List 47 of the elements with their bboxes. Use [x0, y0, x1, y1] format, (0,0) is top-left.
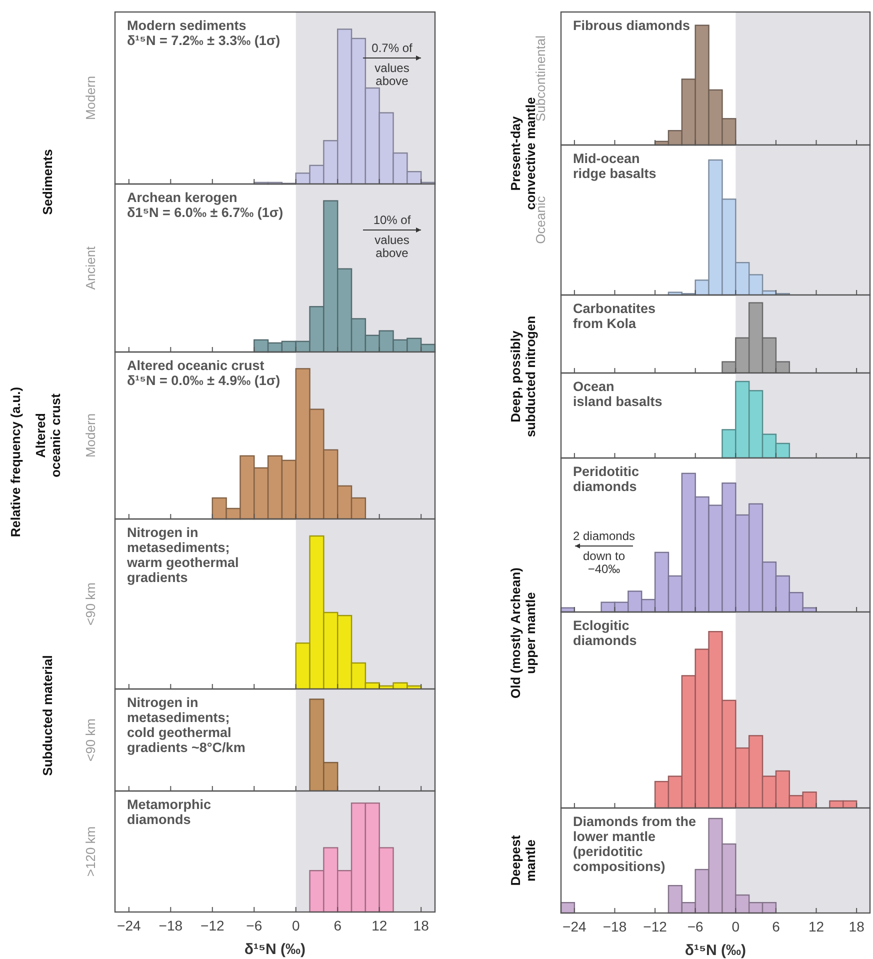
chart-title: Ocean island basalts: [573, 379, 662, 409]
x-tick-label: −6: [687, 918, 704, 934]
text: Nitrogen in metasediments; warm geothermal gradients: [126, 525, 239, 585]
x-tick-label: −24: [117, 917, 141, 934]
x-tick-label: 6: [772, 918, 780, 934]
x-tick-label: −12: [200, 917, 224, 934]
text: Deep, possibly subducted nitrogen: [508, 316, 538, 438]
chart-title: Mid-ocean ridge basalts: [573, 151, 656, 181]
text: Deepest mantle: [508, 834, 538, 886]
x-tick-label: 18: [413, 917, 430, 934]
y-axis-title: <90 km: [83, 718, 98, 762]
chart-title: Eclogitic diamonds: [573, 618, 637, 648]
text: Subducted material: [40, 655, 55, 776]
chart-title: Archean kerogen δ1⁵N = 6.0‰ ± 6.7‰ (1σ): [127, 190, 284, 220]
x-tick-label: −12: [643, 918, 668, 934]
chart-title: Modern sediments δ¹⁵N = 7.2‰ ± 3.3‰ (1σ): [127, 18, 280, 48]
chart-title: Altered oceanic crust δ¹⁵N = 0.0‰ ± 4.9‰ (1σ): [127, 358, 280, 388]
text: Old (mostly Archean) upper mantle: [508, 568, 538, 698]
x-axis-title: δ¹⁵N (‰): [684, 942, 746, 959]
annotation: 0.7% of values above: [372, 41, 414, 88]
x-tick-label: 12: [808, 918, 824, 934]
y-axis-title: >120 km: [83, 826, 98, 877]
x-axis-title: δ¹⁵N (‰): [244, 941, 306, 958]
text: Altered oceanic crust: [33, 392, 63, 478]
chart-title: Peridotitic diamonds: [573, 464, 640, 494]
y-axis-title: Modern: [83, 413, 98, 458]
x-tick-label: −18: [158, 917, 183, 934]
text: Relative frequency (a.u.): [8, 386, 23, 538]
y-axis-title: Modern: [83, 76, 98, 120]
x-tick-label: 12: [372, 917, 388, 934]
x-tick-label: 0: [292, 917, 300, 934]
annotation: 2 diamonds down to −40‰: [572, 529, 636, 576]
x-tick-label: −24: [562, 918, 587, 934]
text: Nitrogen in metasediments; cold geothermal gradients ~8°C/km: [127, 695, 246, 755]
annotation: 10% of values above: [373, 213, 412, 260]
chart-title: Carbonatites from Kola: [573, 301, 656, 331]
y-axis-title: <90 km: [83, 582, 98, 626]
x-tick-label: −18: [602, 918, 627, 934]
text: Diamonds from the lower mantle (peridotitic compositions): [573, 814, 696, 874]
x-tick-label: 6: [334, 917, 342, 934]
chart-title: Metamorphic diamonds: [127, 797, 212, 827]
x-tick-label: 18: [848, 918, 865, 934]
y-axis-title: Ancient: [83, 246, 98, 290]
chart-title: Fibrous diamonds: [573, 18, 690, 33]
text: Sediments: [40, 149, 55, 215]
x-tick-label: 0: [732, 918, 740, 934]
x-tick-label: −6: [246, 917, 262, 934]
